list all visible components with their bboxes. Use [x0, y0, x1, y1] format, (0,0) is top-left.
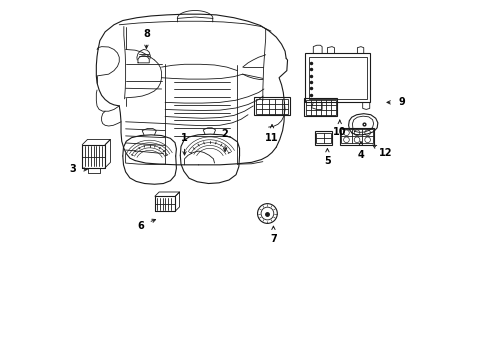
Text: 6: 6: [137, 221, 143, 231]
Text: 2: 2: [221, 129, 228, 139]
Text: 12: 12: [378, 148, 391, 158]
Text: 11: 11: [264, 133, 278, 143]
Text: 8: 8: [142, 28, 149, 39]
Bar: [303, 98, 337, 117]
Text: 5: 5: [324, 156, 330, 166]
Bar: [256, 99, 287, 114]
Text: 4: 4: [357, 150, 364, 160]
Text: 7: 7: [269, 234, 276, 244]
Text: 3: 3: [69, 165, 76, 174]
Bar: [305, 53, 370, 102]
Text: 9: 9: [397, 98, 404, 107]
Bar: [314, 131, 331, 145]
Bar: [341, 129, 372, 143]
Bar: [316, 133, 330, 143]
Bar: [308, 57, 366, 99]
Text: 1: 1: [181, 133, 187, 143]
Bar: [339, 128, 374, 145]
Text: 10: 10: [332, 127, 346, 138]
Bar: [305, 100, 335, 115]
Bar: [254, 97, 289, 116]
